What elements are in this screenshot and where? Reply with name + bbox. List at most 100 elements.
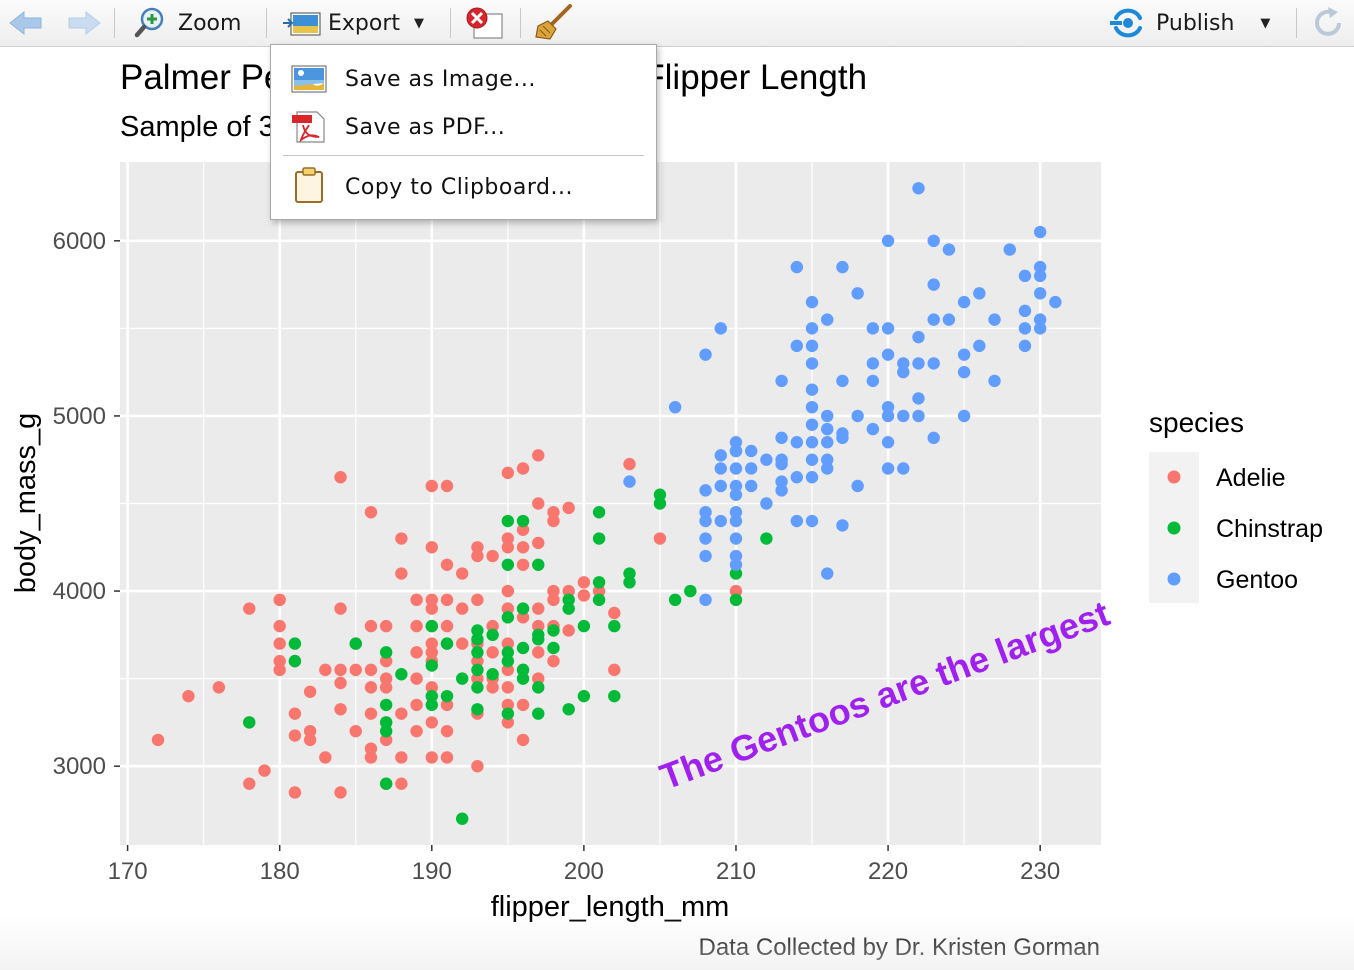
data-point-chinstrap [501,558,515,571]
data-point-adelie [364,707,378,720]
data-point-adelie [334,471,347,484]
data-point-gentoo [912,330,925,344]
data-point-chinstrap [684,584,697,598]
data-point-adelie [319,663,332,677]
data-point-adelie [547,584,560,598]
chevron-down-icon: ▼ [1260,15,1271,31]
data-point-adelie [471,541,484,554]
data-point-gentoo [760,497,773,510]
data-point-gentoo [912,357,925,370]
pdf-icon [292,111,325,143]
data-point-adelie [501,663,515,677]
data-point-adelie [501,602,515,615]
refresh-button[interactable] [1310,0,1346,46]
data-point-adelie [501,637,515,650]
data-point-gentoo [805,357,819,370]
menu-item-save-as-image[interactable]: Save as Image... [271,57,656,101]
data-point-adelie [410,593,423,607]
data-point-gentoo [714,322,727,335]
data-point-gentoo [866,374,880,388]
data-point-gentoo [927,278,940,291]
data-point-gentoo [790,471,804,484]
data-point-adelie [532,619,545,633]
data-point-gentoo [866,322,880,335]
data-point-gentoo [699,514,712,528]
data-point-gentoo [942,243,956,256]
data-point-adelie [395,707,408,720]
remove-plot-button[interactable] [464,0,506,46]
data-point-gentoo [623,475,636,488]
data-point-gentoo [851,287,864,300]
data-point-gentoo [790,260,804,274]
clear-plots-button[interactable] [534,0,574,46]
data-point-adelie [379,681,393,694]
data-point-gentoo [821,313,834,326]
publish-icon [1110,8,1142,38]
back-button[interactable] [8,0,44,46]
export-button[interactable]: Export ▼ [282,0,424,46]
data-point-gentoo [714,514,727,528]
data-point-adelie [516,698,530,712]
data-point-adelie [440,558,454,571]
legend-label: Gentoo [1216,566,1298,594]
data-point-adelie [516,462,530,475]
data-point-adelie [303,724,317,738]
export-label: Export [328,10,401,36]
data-point-chinstrap [516,514,530,528]
data-point-adelie [471,759,484,773]
data-point-chinstrap [379,646,393,659]
data-point-gentoo [805,436,819,449]
data-point-adelie [425,602,438,615]
data-point-chinstrap [456,672,469,685]
data-point-gentoo [988,313,1001,326]
data-point-gentoo [881,436,895,449]
data-point-gentoo [729,488,743,501]
data-point-adelie [501,584,515,598]
data-point-gentoo [881,409,895,423]
data-point-adelie [273,637,286,650]
data-point-adelie [334,602,347,615]
publish-button[interactable]: Publish ▼ [1110,0,1270,46]
data-point-chinstrap [456,812,469,825]
data-point-adelie [425,751,438,764]
toolbar-divider [450,8,451,38]
data-point-chinstrap [379,724,393,738]
data-point-chinstrap [577,619,591,633]
data-point-gentoo [866,357,880,370]
data-point-chinstrap [440,689,454,703]
data-point-adelie [547,506,560,519]
forward-button[interactable] [66,0,102,46]
menu-item-copy-to-clipboard[interactable]: Copy to Clipboard... [271,165,656,209]
menu-item-save-as-pdf[interactable]: Save as PDF... [271,105,656,149]
data-point-gentoo [729,506,743,519]
data-point-gentoo [1033,287,1047,300]
data-point-adelie [456,637,469,650]
data-point-adelie [501,541,515,554]
data-point-adelie [592,584,606,598]
zoom-button[interactable]: Zoom [134,0,241,46]
data-point-chinstrap [471,624,484,637]
data-point-adelie [532,602,545,615]
data-point-gentoo [1018,269,1032,283]
data-point-adelie [334,703,347,716]
data-point-adelie [349,724,362,738]
data-point-gentoo [699,532,712,545]
data-point-adelie [486,619,499,633]
y-tick-label: 5000 [53,403,106,430]
data-point-chinstrap [547,641,560,655]
data-point-chinstrap [425,689,438,703]
data-point-gentoo [729,532,743,545]
data-point-gentoo [1018,339,1032,353]
toolbar-divider [1296,8,1297,38]
x-tick-label: 210 [716,858,756,885]
data-point-adelie [334,786,347,799]
data-point-gentoo [760,453,773,466]
data-point-adelie [547,654,560,668]
data-point-adelie [364,681,378,694]
data-point-gentoo [790,339,804,353]
data-point-adelie [395,567,408,580]
data-point-adelie [410,698,423,712]
data-point-gentoo [790,436,804,449]
data-point-adelie [334,676,347,690]
